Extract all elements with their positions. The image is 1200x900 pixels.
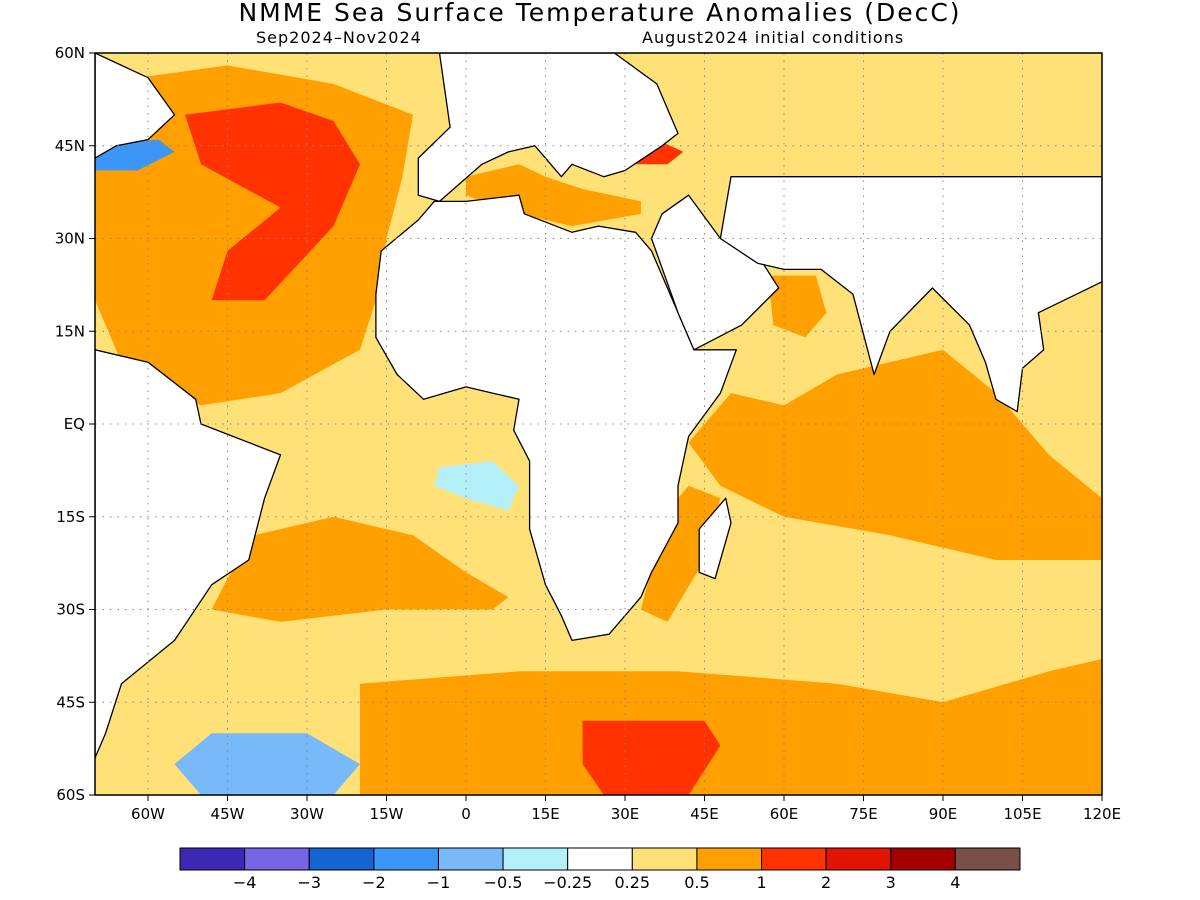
- colorbar-swatch: [761, 847, 827, 871]
- colorbar-swatch: [696, 847, 763, 871]
- land-south-and-southeast-asia: [719, 176, 1102, 413]
- colorbar: −4 −3 −2 −1 −0.5 −0.25 0.25 0.5 1 2 3 4: [179, 847, 1021, 892]
- lat-label: 15S: [56, 508, 85, 526]
- lat-label: 45N: [55, 137, 85, 155]
- forecast-period: Sep2024–Nov2024: [256, 28, 422, 47]
- land-north-america: [95, 53, 176, 159]
- colorbar-swatch: [437, 847, 504, 871]
- region-south-atlantic: [211, 516, 509, 622]
- anomaly-regions: [95, 65, 1102, 795]
- land-madagascar: [698, 497, 732, 580]
- lon-label: 120E: [1083, 805, 1121, 823]
- colorbar-label: −2: [362, 873, 386, 892]
- colorbar-label: −4: [233, 873, 257, 892]
- lon-label: 60W: [131, 805, 165, 823]
- colorbar-swatch: [502, 847, 569, 871]
- region-mediterranean: [466, 164, 641, 227]
- colorbar-label: 3: [886, 873, 896, 892]
- region-indian-ocean-equatorial: [688, 349, 1102, 560]
- lat-label: 45S: [56, 693, 85, 711]
- land-south-america: [95, 349, 282, 759]
- grid-lines: [95, 53, 1102, 795]
- colorbar-label: 1: [756, 873, 766, 892]
- lon-label: 30E: [611, 805, 640, 823]
- land-europe: [417, 53, 679, 203]
- lon-label: 15E: [531, 805, 560, 823]
- colorbar-swatch: [308, 847, 375, 871]
- colorbar-label: 0.25: [614, 873, 650, 892]
- colorbar-swatch: [954, 847, 1021, 871]
- colorbar-swatch: [890, 847, 956, 871]
- colorbar-swatch: [244, 847, 310, 871]
- lat-label: 60S: [56, 786, 85, 804]
- lon-label: 45W: [211, 805, 245, 823]
- lon-label: 15W: [370, 805, 404, 823]
- lat-label: 30S: [56, 601, 85, 619]
- lat-label: 60N: [55, 44, 85, 62]
- colorbar-label: −0.25: [543, 873, 592, 892]
- colorbar-swatch: [825, 847, 892, 871]
- initial-conditions: August2024 initial conditions: [642, 28, 905, 47]
- lon-label: 30W: [290, 805, 324, 823]
- land-arabia: [650, 194, 780, 351]
- colorbar-label: 4: [950, 873, 960, 892]
- lon-label: 45E: [690, 805, 719, 823]
- lat-label: 30N: [55, 230, 85, 248]
- latitude-labels: 60N 45N 30N 15N EQ 15S 30S 45S 60S: [55, 44, 95, 804]
- region-south-atlantic-cool: [174, 733, 360, 795]
- region-southern-ocean: [360, 659, 1102, 795]
- colorbar-swatch: [631, 847, 698, 871]
- longitude-labels: 60W 45W 30W 15W 0 15E 30E 45E 60E 75E 90E 105E 120E: [131, 795, 1121, 823]
- lat-label: EQ: [64, 415, 85, 433]
- land-masses: [95, 53, 1102, 759]
- map-title: NMME Sea Surface Temperature Anomalies (…: [238, 0, 962, 27]
- region-equatorial-atlantic-cool: [434, 461, 519, 511]
- lat-label: 15N: [55, 322, 85, 340]
- region-arabian-sea: [768, 275, 827, 338]
- region-labrador-sea-cool: [95, 139, 175, 171]
- region-north-atlantic-warm-core: [185, 102, 360, 301]
- colorbar-swatch: [179, 847, 246, 871]
- region-southern-ocean-warm-core: [582, 720, 721, 795]
- region-mozambique-channel: [640, 485, 721, 622]
- lon-label: 60E: [770, 805, 799, 823]
- lon-label: 0: [461, 805, 471, 823]
- colorbar-swatch: [567, 847, 633, 871]
- lon-label: 105E: [1003, 805, 1041, 823]
- colorbar-label: −1: [427, 873, 451, 892]
- colorbar-label: 0.5: [684, 873, 709, 892]
- colorbar-label: −0.5: [484, 873, 523, 892]
- land-africa: [375, 194, 737, 642]
- colorbar-label: −3: [297, 873, 321, 892]
- colorbar-swatch: [373, 847, 439, 871]
- lon-label: 75E: [849, 805, 878, 823]
- lon-label: 90E: [929, 805, 958, 823]
- colorbar-label: 2: [821, 873, 831, 892]
